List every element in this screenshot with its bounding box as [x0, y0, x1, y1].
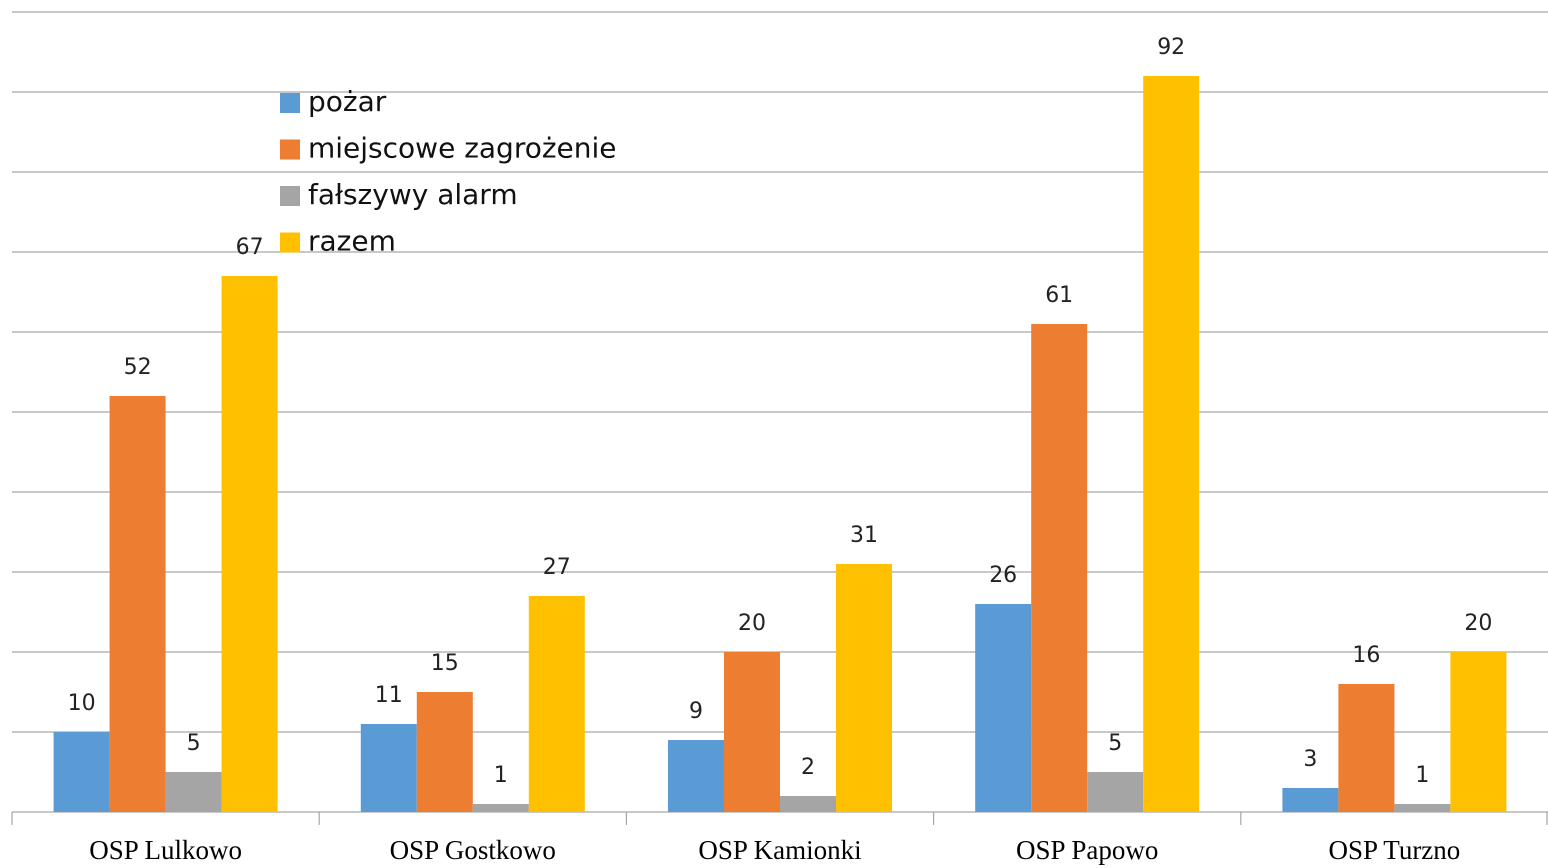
bar: [360, 724, 417, 812]
bar: [975, 604, 1032, 812]
data-label: 31: [850, 523, 878, 548]
data-label: 67: [236, 235, 264, 260]
data-label: 16: [1352, 643, 1380, 668]
data-label: 2: [801, 755, 815, 780]
bar: [1143, 76, 1200, 812]
legend-swatch: [280, 93, 300, 113]
data-label: 11: [375, 683, 403, 708]
data-label: 5: [187, 731, 201, 756]
legend-swatch: [280, 232, 300, 253]
legend-label: miejscowe zagrożenie: [308, 132, 617, 165]
x-tick-label: OSP Lulkowo: [89, 835, 242, 865]
legend-label: fałszywy alarm: [308, 178, 518, 211]
bar: [1394, 804, 1451, 812]
bar: [416, 692, 473, 812]
data-label: 26: [989, 563, 1017, 588]
bar: [668, 740, 724, 812]
bar: [221, 276, 278, 812]
bar: [472, 804, 529, 812]
bar: [165, 772, 222, 812]
data-label: 1: [494, 763, 508, 788]
x-tick-label: OSP Gostkowo: [390, 835, 556, 865]
data-label: 52: [124, 355, 152, 380]
bar: [1087, 772, 1144, 812]
data-label: 27: [543, 555, 571, 580]
data-label: 15: [431, 651, 459, 676]
legend-swatch: [280, 139, 300, 160]
bar: [724, 652, 780, 812]
bar: [53, 732, 110, 812]
x-tick-label: OSP Papowo: [1016, 835, 1158, 865]
bar: [109, 396, 166, 812]
bar: [836, 564, 892, 812]
data-label: 3: [1303, 747, 1317, 772]
data-label: 5: [1108, 731, 1122, 756]
data-label: 61: [1045, 283, 1073, 308]
x-tick-label: OSP Kamionki: [698, 835, 861, 865]
legend-label: pożar: [308, 85, 387, 118]
data-label: 9: [689, 699, 703, 724]
bar: [1450, 652, 1507, 812]
data-label: 20: [1464, 611, 1492, 636]
data-label: 92: [1157, 35, 1185, 60]
data-label: 20: [738, 611, 766, 636]
x-tick-label: OSP Turzno: [1328, 835, 1460, 865]
bar: [528, 596, 585, 812]
data-label: 10: [68, 691, 96, 716]
data-label: 1: [1415, 763, 1429, 788]
bar: [780, 796, 836, 812]
bar: [1338, 684, 1395, 812]
bar: [1282, 788, 1339, 812]
bar: [1031, 324, 1088, 812]
legend-label: razem: [308, 225, 396, 258]
legend-swatch: [280, 186, 300, 206]
